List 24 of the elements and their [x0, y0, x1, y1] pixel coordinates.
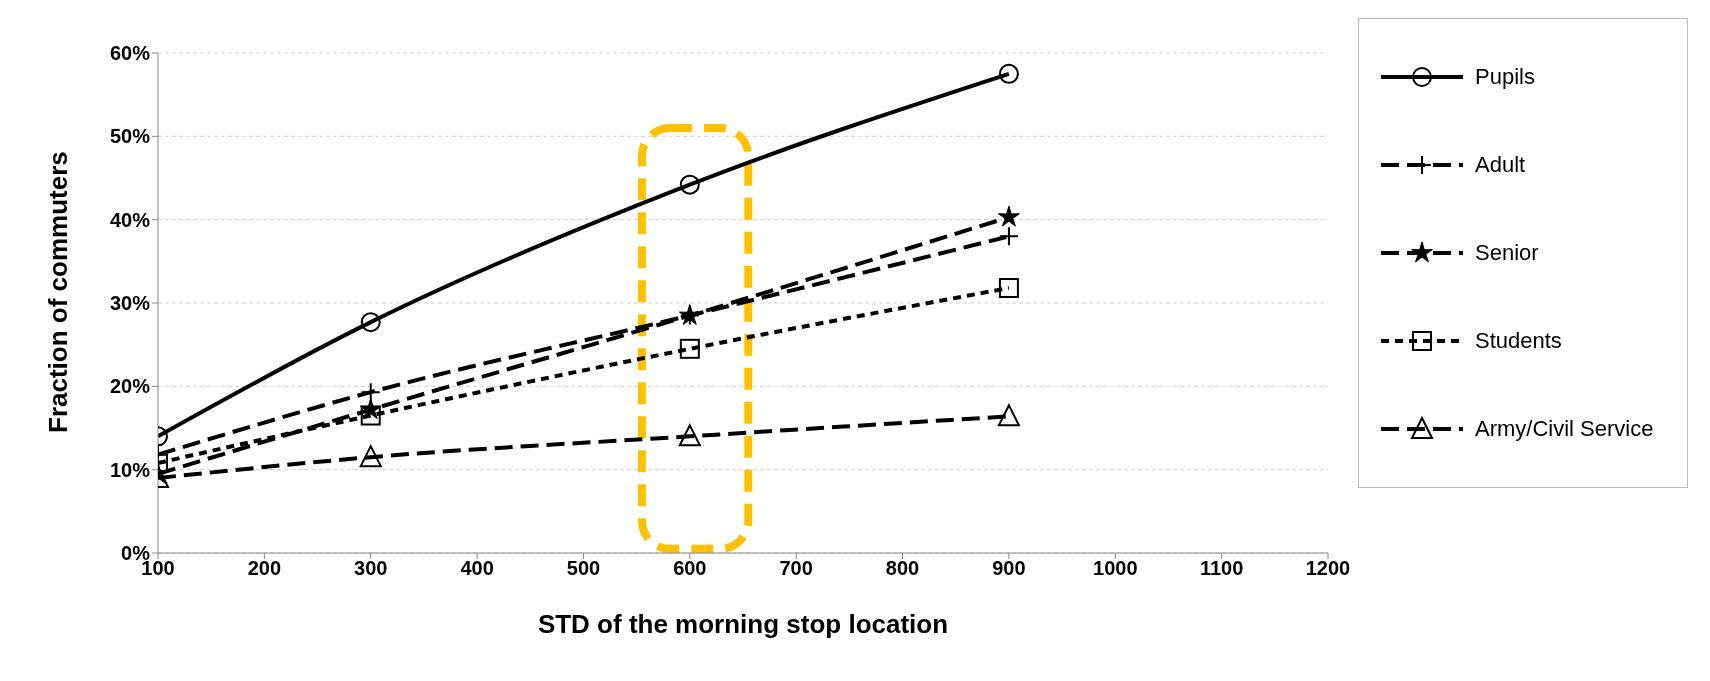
x-tick-label: 400	[460, 557, 494, 580]
x-tick-label: 1100	[1199, 557, 1244, 580]
x-axis-title: STD of the morning stop location	[537, 609, 949, 639]
y-tick-label: 10%	[109, 458, 151, 481]
y-axis-title: Fraction of commuters	[43, 151, 74, 433]
y-tick-label: 20%	[109, 375, 151, 398]
legend-label: Students	[1475, 328, 1562, 354]
x-tick-label: 1000	[1093, 557, 1138, 580]
x-tick-label: 1200	[1305, 557, 1351, 580]
x-tick-label: 600	[673, 557, 707, 580]
x-tick-label: 300	[354, 557, 388, 580]
y-tick-label: 40%	[109, 208, 151, 231]
legend-label: Senior	[1475, 240, 1539, 266]
x-tick-label: 500	[566, 557, 601, 580]
legend-label: Pupils	[1475, 64, 1535, 90]
x-tick-label: 800	[885, 557, 920, 580]
y-tick-label: 50%	[109, 125, 151, 148]
y-tick-label: 60%	[109, 42, 151, 65]
legend-label: Adult	[1475, 152, 1526, 178]
y-tick-label: 30%	[109, 292, 151, 315]
x-tick-label: 900	[992, 557, 1026, 580]
x-tick-label: 200	[247, 557, 282, 580]
legend-label: Army/Civil Service	[1475, 416, 1654, 442]
x-tick-label: 700	[779, 557, 813, 580]
